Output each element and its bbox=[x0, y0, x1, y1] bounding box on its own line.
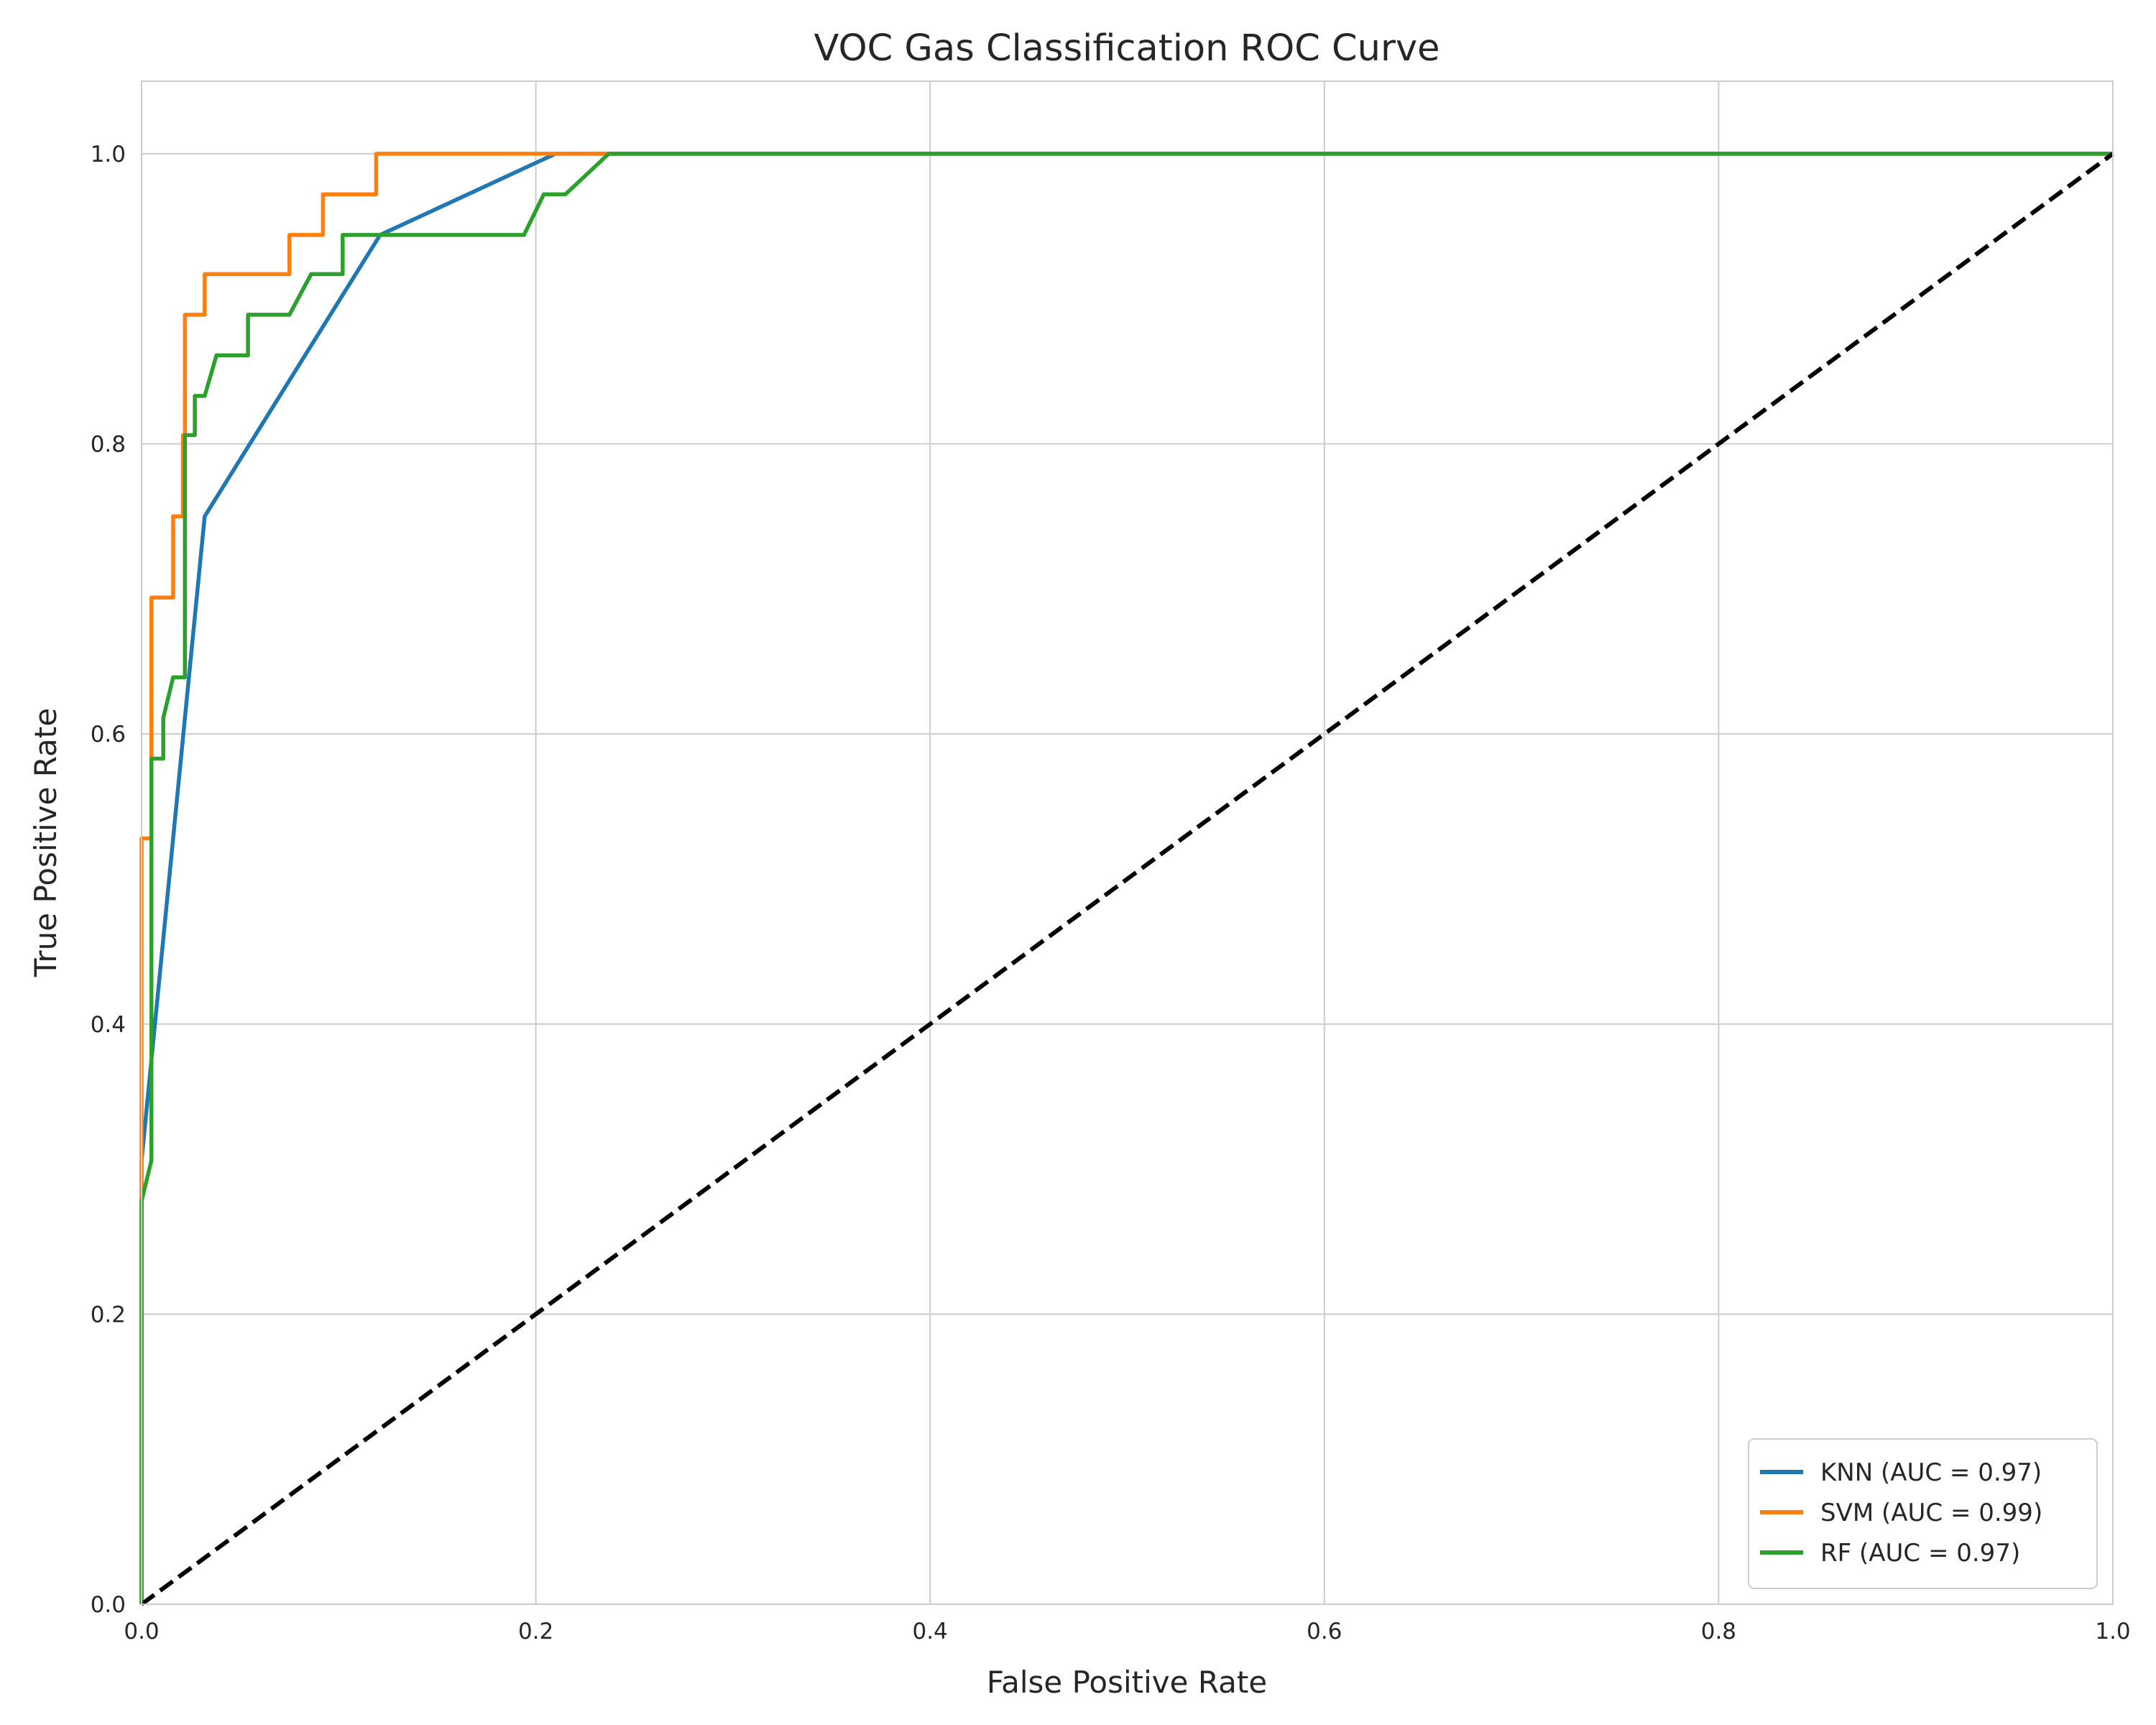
legend: KNN (AUC = 0.97) SVM (AUC = 0.99) RF (AUC … bbox=[1748, 1438, 2098, 1589]
x-tick-label: 0.0 bbox=[124, 1619, 159, 1644]
x-tick-label: 0.4 bbox=[913, 1619, 948, 1644]
legend-label: RF (AUC = 0.97) bbox=[1820, 1539, 2020, 1568]
legend-box bbox=[1748, 1438, 2098, 1589]
y-tick-label: 1.0 bbox=[91, 142, 126, 167]
y-tick-label: 0.6 bbox=[91, 722, 126, 748]
y-axis-title: True Positive Rate bbox=[28, 708, 63, 978]
legend-label: KNN (AUC = 0.97) bbox=[1820, 1458, 2042, 1487]
plot-area-frame bbox=[141, 80, 2114, 1605]
y-tick-label: 0.4 bbox=[91, 1012, 126, 1038]
x-axis-title: False Positive Rate bbox=[987, 1665, 1267, 1700]
x-tick-label: 1.0 bbox=[2095, 1619, 2130, 1644]
x-tick-label: 0.2 bbox=[518, 1619, 553, 1644]
y-tick-label: 0.0 bbox=[91, 1592, 126, 1618]
grid bbox=[141, 81, 2114, 1605]
chart-title: VOC Gas Classification ROC Curve bbox=[814, 27, 1439, 70]
y-tick-label: 0.2 bbox=[91, 1302, 126, 1328]
legend-label: SVM (AUC = 0.99) bbox=[1820, 1499, 2042, 1527]
chance-diagonal-line bbox=[140, 152, 2114, 1606]
series-line-rf bbox=[139, 152, 2113, 1604]
y-tick-label: 0.8 bbox=[91, 432, 126, 458]
tick-labels: 0.0 0.2 0.4 0.6 0.8 1.0 0.0 0.2 0.4 0.6 0.8 1.0 bbox=[91, 142, 2131, 1644]
x-tick-label: 0.6 bbox=[1307, 1619, 1342, 1644]
series-line-svm bbox=[139, 152, 2113, 1604]
x-tick-label: 0.8 bbox=[1701, 1619, 1736, 1644]
